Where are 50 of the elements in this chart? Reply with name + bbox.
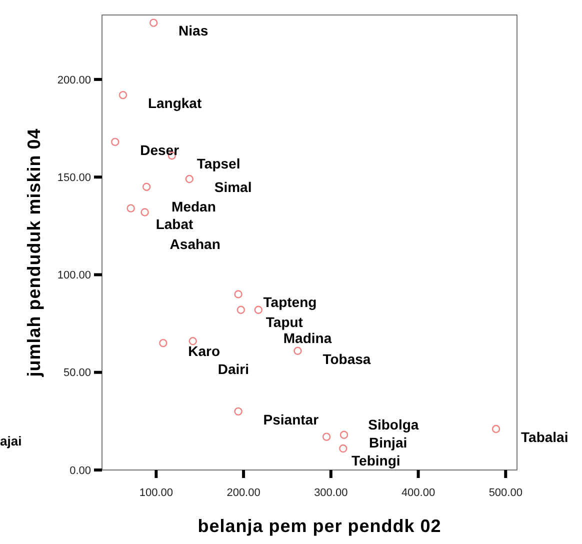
annotation: Tabalai bbox=[521, 428, 568, 445]
annotation: Deser bbox=[140, 142, 180, 158]
point bbox=[140, 208, 149, 216]
annotation: Psiantar bbox=[263, 411, 320, 428]
annotation: Binjai bbox=[369, 434, 408, 451]
point bbox=[159, 338, 168, 348]
annotation: Madina bbox=[283, 330, 332, 346]
point bbox=[254, 306, 262, 314]
point bbox=[118, 90, 128, 100]
x-tick-label: 100.00 bbox=[139, 487, 173, 499]
point bbox=[492, 424, 500, 434]
point bbox=[322, 432, 331, 441]
y-tick-label: 200.00 bbox=[57, 74, 91, 86]
y-tick-label: 150.00 bbox=[57, 172, 91, 184]
point bbox=[188, 337, 197, 346]
annotation: Simal bbox=[214, 178, 252, 195]
x-axis-title: belanja pem per penddk 02 bbox=[198, 516, 442, 536]
annotation: Asahan bbox=[170, 236, 220, 252]
annotation: Medan bbox=[172, 198, 216, 215]
y-tick-label: 50.00 bbox=[63, 367, 91, 380]
point bbox=[185, 174, 194, 184]
y-axis-title: jumlah penduduk miskin 04 bbox=[24, 128, 44, 378]
annotation: Sibolga bbox=[368, 416, 419, 432]
annotation: Tapsel bbox=[196, 156, 240, 172]
point bbox=[294, 346, 302, 355]
point bbox=[236, 306, 246, 314]
annotation: Tapteng bbox=[263, 294, 317, 310]
x-tick-label: 400.00 bbox=[401, 487, 436, 499]
annotation: Tobasa bbox=[322, 350, 371, 367]
point bbox=[234, 290, 242, 298]
annotation: Karo bbox=[188, 342, 220, 359]
point bbox=[339, 444, 348, 453]
point bbox=[234, 407, 242, 416]
annotation: Taput bbox=[266, 314, 304, 330]
annotation: Labat bbox=[156, 216, 194, 232]
y-tick-label: 0.00 bbox=[70, 464, 91, 477]
y-tick-label: 100.00 bbox=[57, 270, 91, 282]
x-tick-label: 500.00 bbox=[488, 487, 522, 499]
x-tick-label: 300.00 bbox=[314, 487, 348, 499]
point bbox=[126, 204, 135, 212]
point bbox=[111, 138, 120, 146]
point bbox=[340, 430, 348, 439]
x-tick-label: 200.00 bbox=[226, 487, 260, 499]
text: ajai bbox=[0, 434, 22, 449]
annotation: Dairi bbox=[218, 361, 249, 378]
annotation: Nias bbox=[178, 22, 208, 39]
point bbox=[149, 18, 158, 27]
annotation: Langkat bbox=[148, 94, 202, 111]
annotation: Tebingi bbox=[352, 452, 400, 469]
point bbox=[142, 182, 151, 191]
